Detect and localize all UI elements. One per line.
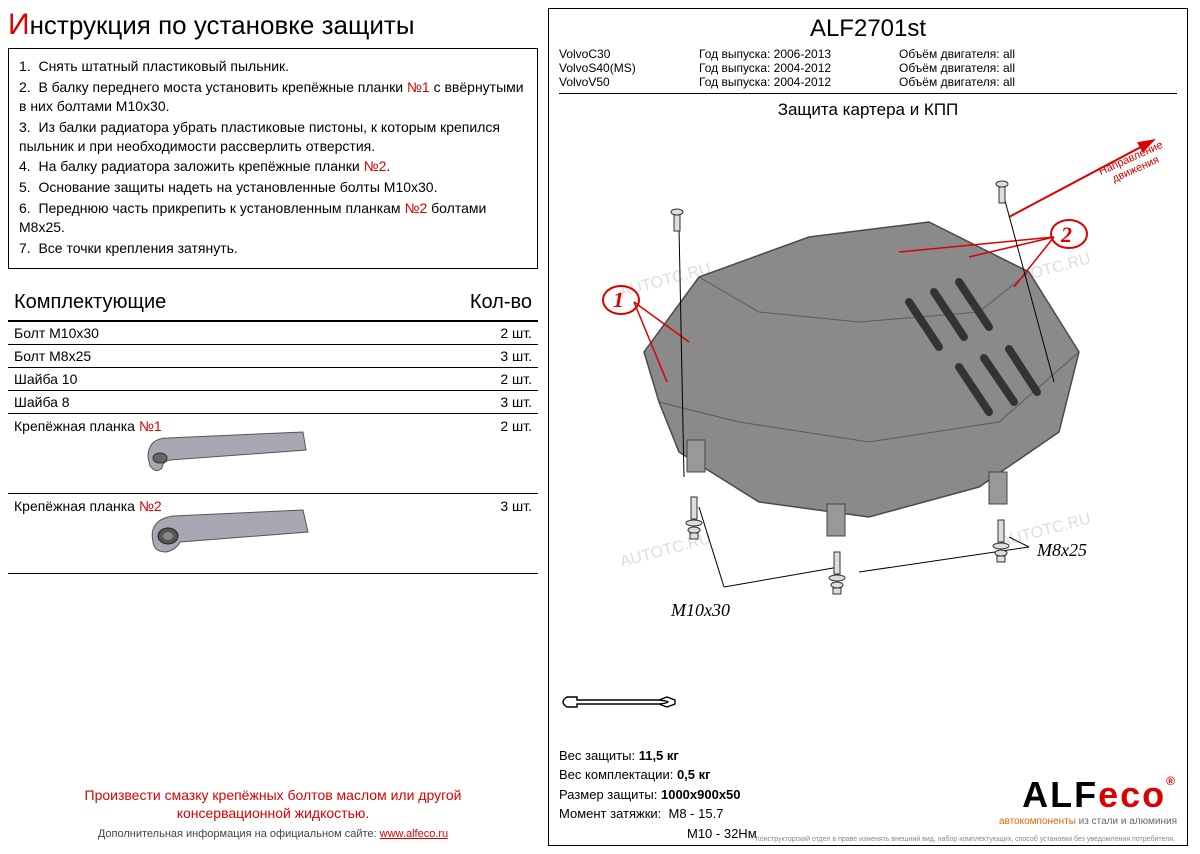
plank2-qty: 3 шт. <box>424 494 538 574</box>
instruction-item: 5. Основание защиты надеть на установлен… <box>19 178 527 197</box>
diagram-area: AUTOTC.RU AUTOTC.RU AUTOTC.RU AUTOTC.RU … <box>559 122 1177 652</box>
instruction-item: 7. Все точки крепления затянуть. <box>19 239 527 258</box>
component-row: Шайба 83 шт. <box>8 390 538 413</box>
vehicle-row: VolvoS40(MS)Год выпуска: 2004-2012Объём … <box>559 61 1177 75</box>
components-header: Комплектующие Кол-во <box>8 287 538 322</box>
component-row: Болт М8х253 шт. <box>8 344 538 367</box>
plank1-cell: Крепёжная планка №1 <box>8 414 424 494</box>
specs-block: Вес защиты: 11,5 кг Вес комплектации: 0,… <box>559 746 757 844</box>
bolt-label-m10: M10x30 <box>671 600 730 621</box>
right-column: ALF2701st VolvoC30Год выпуска: 2006-2013… <box>548 8 1188 846</box>
plank2-cell: Крепёжная планка №2 <box>8 494 424 574</box>
vehicle-row: VolvoV50Год выпуска: 2004-2012Объём двиг… <box>559 75 1177 89</box>
callout-2: 2 <box>1061 222 1072 248</box>
components-label: Комплектующие <box>14 291 166 314</box>
brand-logo: ALFeco® автокомпоненты из стали и алюмин… <box>999 774 1177 827</box>
planks-table: Крепёжная планка №1 2 шт. Крепёжная план… <box>8 414 538 575</box>
vehicle-row: VolvoC30Год выпуска: 2006-2013Объём двиг… <box>559 47 1177 61</box>
footer-link-line: Дополнительная информация на официальном… <box>28 828 518 840</box>
plank1-qty: 2 шт. <box>424 414 538 494</box>
page-title: Инструкция по установке защиты <box>8 8 538 42</box>
title-first-letter: И <box>8 8 30 41</box>
instruction-item: 6. Переднюю часть прикрепить к установле… <box>19 199 527 237</box>
instruction-item: 3. Из балки радиатора убрать пластиковые… <box>19 118 527 156</box>
components-table: Болт М10х302 шт.Болт М8х253 шт.Шайба 102… <box>8 322 538 414</box>
wrench-icon <box>559 689 679 715</box>
plank2-icon <box>128 502 328 562</box>
bolt-label-m8: M8x25 <box>1037 540 1087 561</box>
callout-1: 1 <box>613 287 624 313</box>
instruction-item: 4. На балку радиатора заложить крепёжные… <box>19 157 527 176</box>
instruction-item: 2. В балку переднего моста установить кр… <box>19 78 527 116</box>
component-row: Болт М10х302 шт. <box>8 322 538 345</box>
component-row: Шайба 102 шт. <box>8 367 538 390</box>
left-column: Инструкция по установке защиты 1. Снять … <box>8 8 548 846</box>
website-link[interactable]: www.alfeco.ru <box>380 828 448 840</box>
instruction-item: 1. Снять штатный пластиковый пыльник. <box>19 57 527 76</box>
left-footer: Произвести смазку крепёжных болтов масло… <box>8 786 538 846</box>
instructions-box: 1. Снять штатный пластиковый пыльник. 2. … <box>8 48 538 269</box>
lubrication-warning: Произвести смазку крепёжных болтов масло… <box>28 786 518 822</box>
disclaimer-text: Конструкторский отдел в праве изменять в… <box>756 836 1175 843</box>
plank1-icon <box>128 422 328 482</box>
diagram-title: Защита картера и КПП <box>559 100 1177 120</box>
product-code: ALF2701st <box>559 15 1177 43</box>
vehicles-block: VolvoC30Год выпуска: 2006-2013Объём двиг… <box>559 47 1177 94</box>
qty-label: Кол-во <box>470 291 532 314</box>
title-rest: нструкция по установке защиты <box>30 10 415 40</box>
